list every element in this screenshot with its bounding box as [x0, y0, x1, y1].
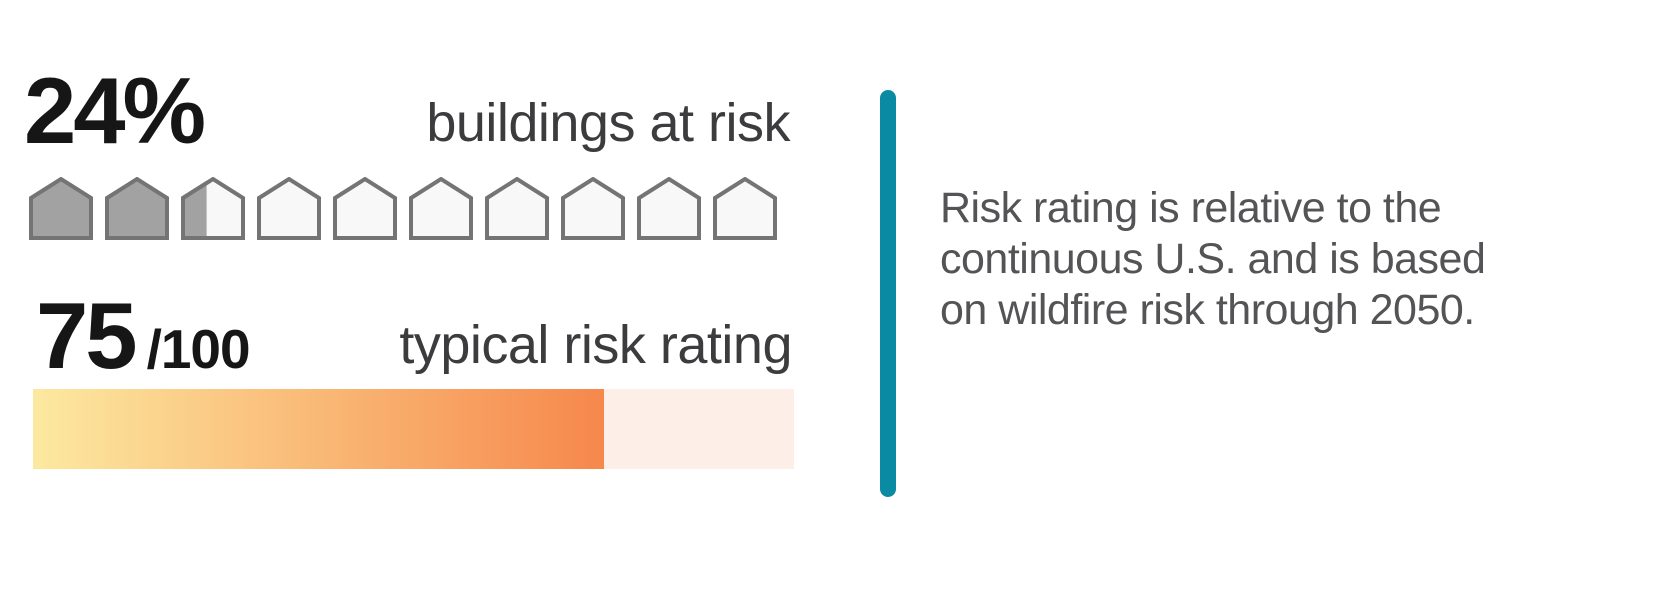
risk-rating-number: 75 — [36, 283, 138, 388]
houses-row — [29, 177, 777, 240]
house-icon — [105, 177, 169, 240]
risk-rating-bar — [33, 389, 794, 469]
house-icon — [257, 177, 321, 240]
risk-rating-denominator: /100 — [146, 318, 251, 380]
house-icon — [637, 177, 701, 240]
risk-note-line: on wildfire risk through 2050. — [940, 286, 1475, 334]
buildings-at-risk-label: buildings at risk — [426, 93, 790, 153]
house-icon — [29, 177, 93, 240]
buildings-at-risk-value: 24% — [24, 58, 206, 163]
risk-note-line: continuous U.S. and is based — [940, 235, 1486, 283]
risk-note-line: Risk rating is relative to the — [940, 184, 1442, 232]
risk-note: Risk rating is relative to the continuou… — [940, 183, 1486, 336]
risk-rating-value: 75/100 — [36, 289, 251, 383]
house-icon — [485, 177, 549, 240]
house-icon — [409, 177, 473, 240]
house-icon — [713, 177, 777, 240]
risk-rating-label: typical risk rating — [399, 315, 792, 375]
vertical-divider — [880, 90, 896, 497]
house-icon — [333, 177, 397, 240]
house-icon — [181, 177, 245, 240]
risk-rating-bar-fill — [33, 389, 604, 469]
house-icon — [561, 177, 625, 240]
